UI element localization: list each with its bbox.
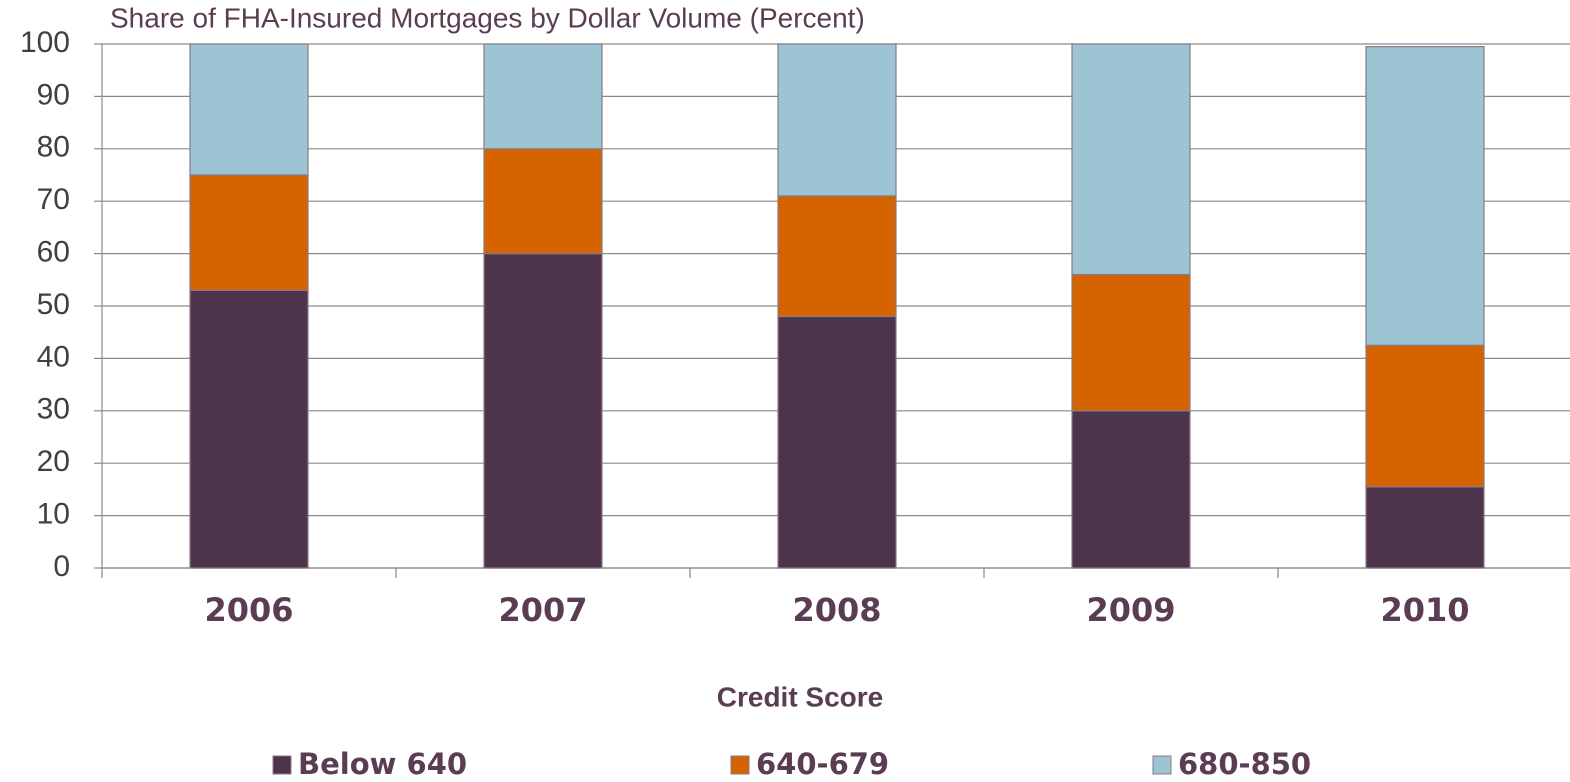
y-tick-label: 10 bbox=[37, 498, 70, 531]
bar-segment bbox=[189, 43, 309, 176]
y-tick-label: 70 bbox=[37, 183, 70, 216]
y-tick-label: 60 bbox=[37, 236, 70, 269]
bar-segment bbox=[189, 174, 309, 291]
bar-segment bbox=[483, 43, 603, 150]
bar-segment bbox=[189, 289, 309, 569]
y-tick-label: 20 bbox=[37, 445, 70, 478]
y-tick-label: 0 bbox=[53, 550, 70, 583]
x-tick-label: 2007 bbox=[498, 591, 587, 629]
y-tick-label: 30 bbox=[37, 393, 70, 426]
bar-segment bbox=[1071, 43, 1191, 276]
bar-segment bbox=[777, 315, 897, 569]
bar-segment bbox=[1365, 344, 1485, 488]
legend-swatch bbox=[730, 755, 750, 775]
legend-label: 640-679 bbox=[756, 747, 889, 781]
chart-title: Share of FHA-Insured Mortgages by Dollar… bbox=[110, 2, 865, 33]
x-tick-label: 2009 bbox=[1086, 591, 1175, 629]
bar-segment bbox=[1071, 273, 1191, 412]
bar-segment bbox=[483, 148, 603, 255]
legend-swatch bbox=[272, 755, 292, 775]
legend-label: 680-850 bbox=[1178, 747, 1311, 781]
bar-segment bbox=[1365, 486, 1485, 569]
bar-segment bbox=[1365, 46, 1485, 346]
legend-swatch bbox=[1152, 755, 1172, 775]
y-tick-label: 80 bbox=[37, 131, 70, 164]
bar-segment bbox=[483, 253, 603, 569]
x-tick-label: 2010 bbox=[1380, 591, 1469, 629]
x-tick-label: 2006 bbox=[204, 591, 293, 629]
y-tick-label: 50 bbox=[37, 288, 70, 321]
bar-segment bbox=[777, 43, 897, 197]
y-tick-label: 40 bbox=[37, 340, 70, 373]
bar-segment bbox=[1071, 410, 1191, 569]
x-tick-label: 2008 bbox=[792, 591, 881, 629]
y-tick-label: 90 bbox=[37, 78, 70, 111]
y-tick-label: 100 bbox=[20, 26, 70, 59]
legend-label: Below 640 bbox=[298, 747, 467, 781]
bar-segment bbox=[777, 195, 897, 318]
x-axis-label: Credit Score bbox=[717, 681, 884, 712]
